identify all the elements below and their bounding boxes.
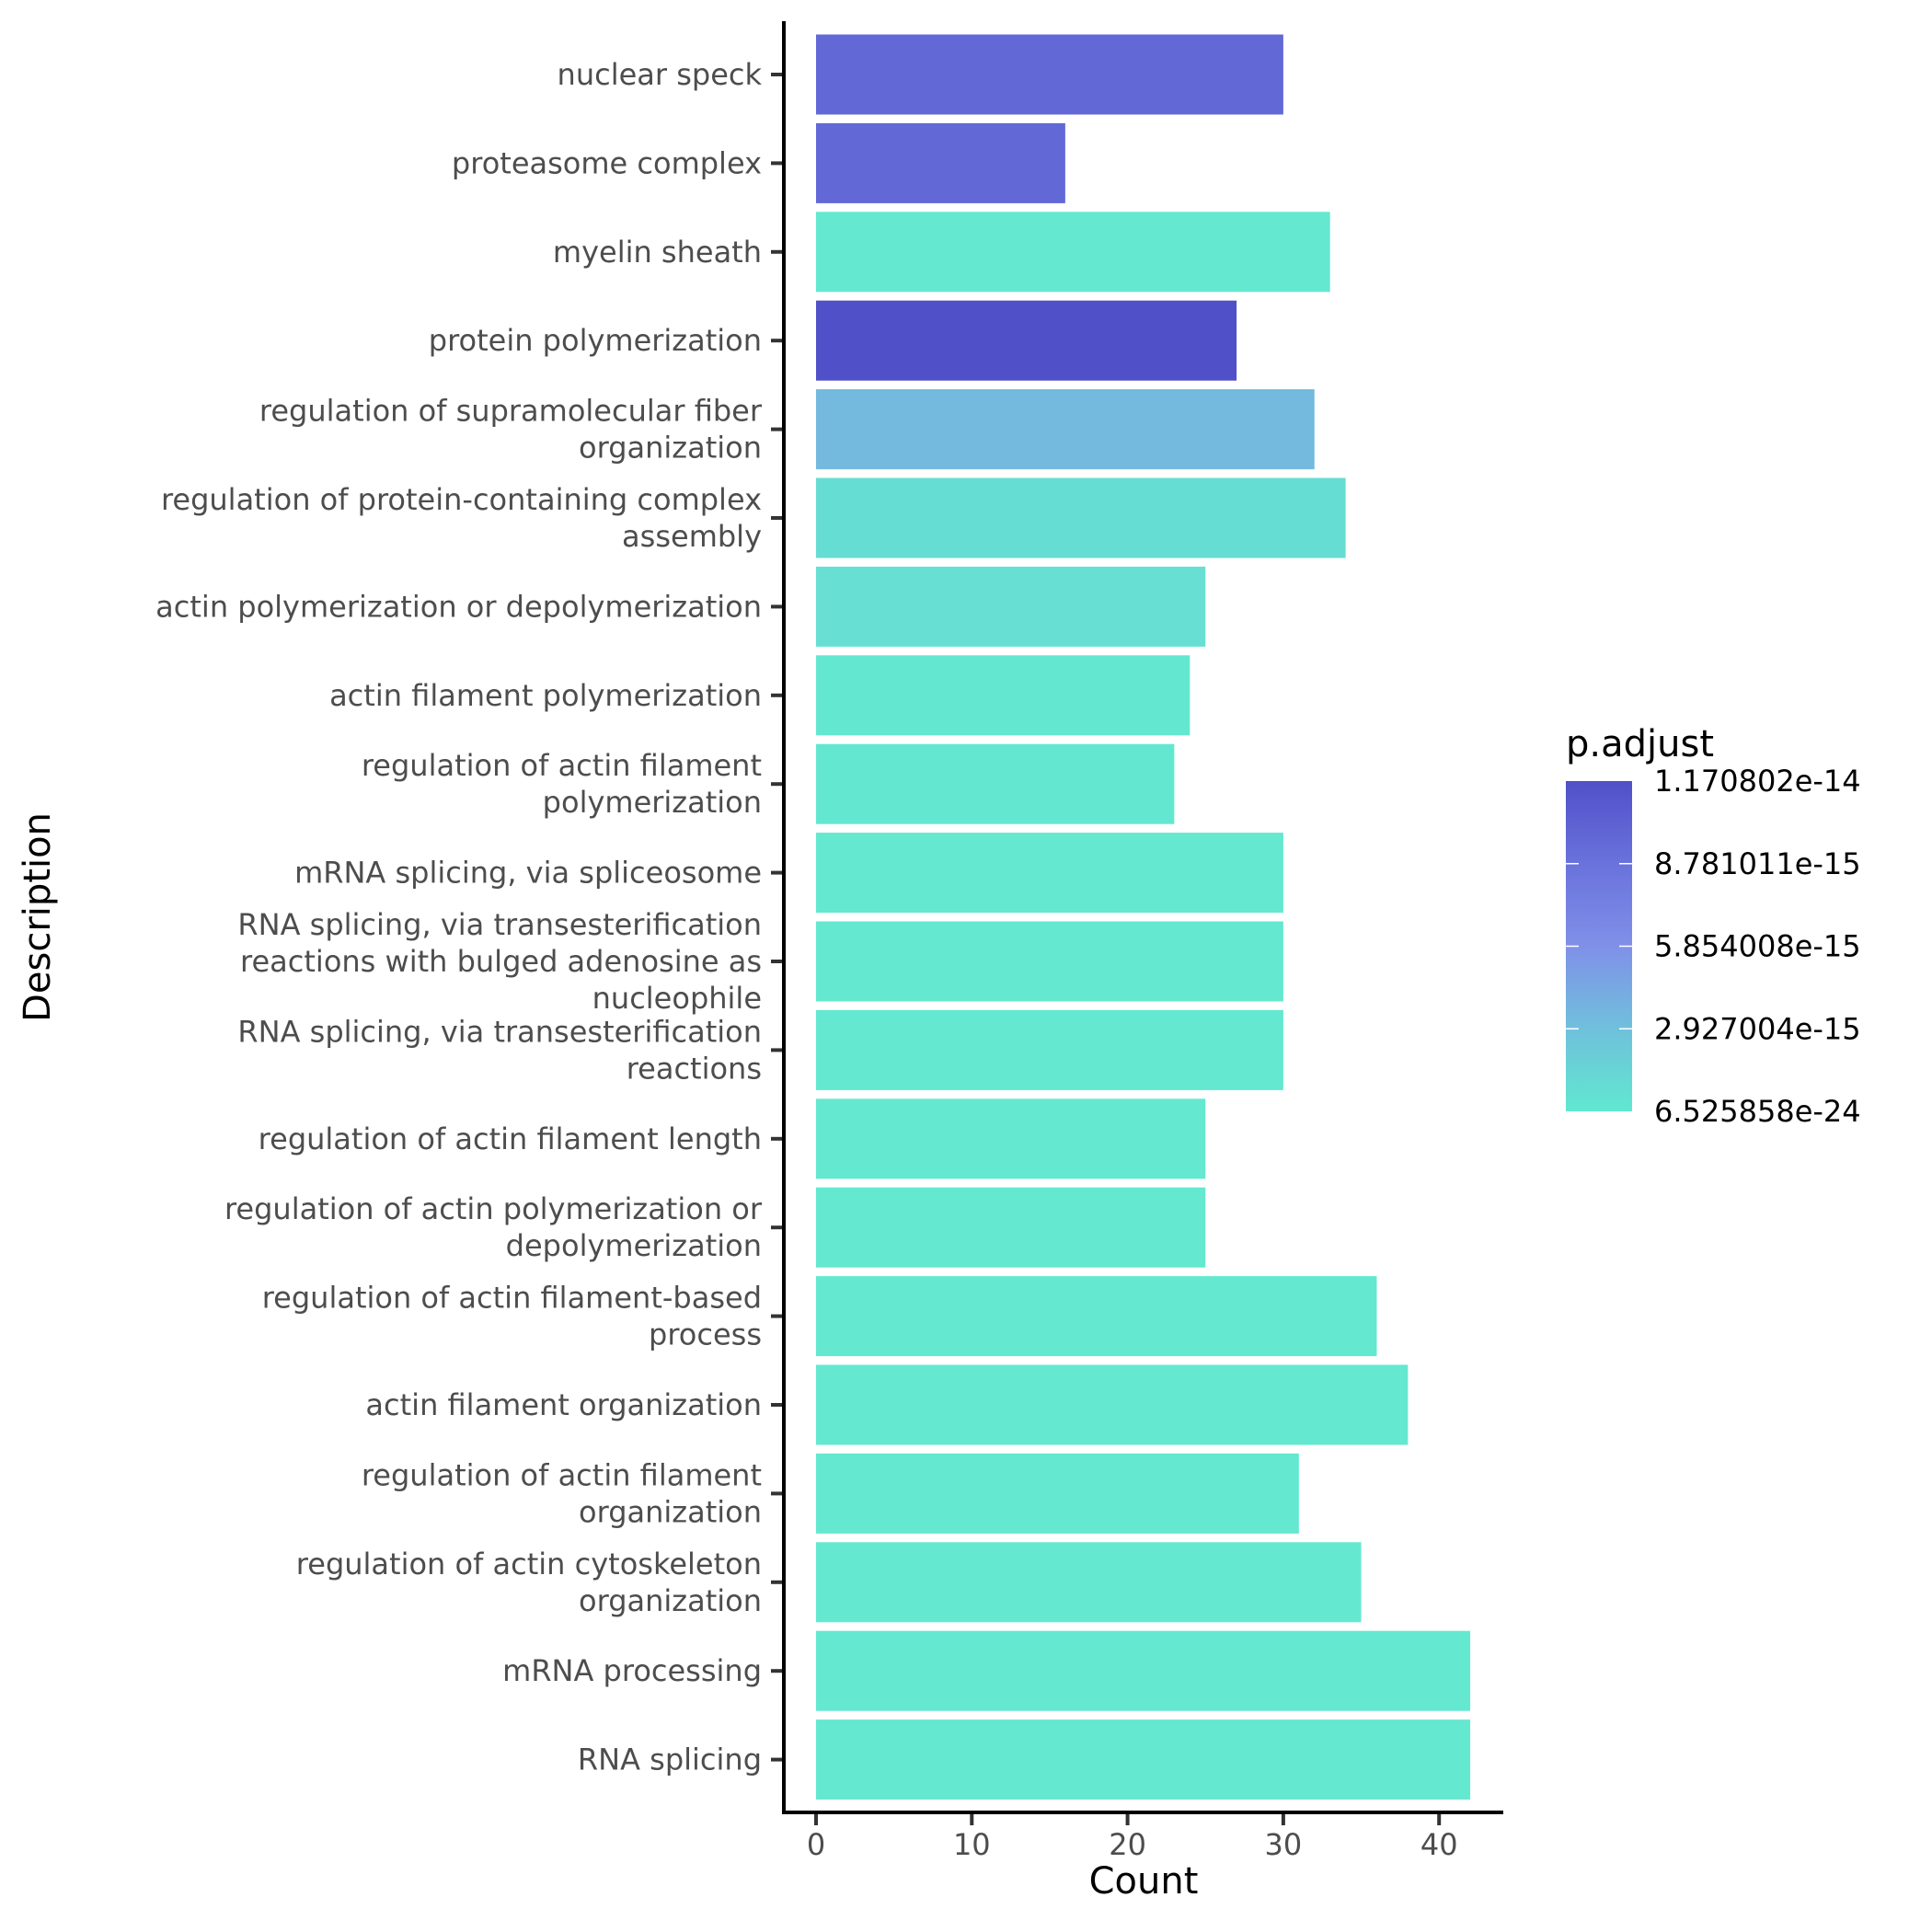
bar	[816, 566, 1206, 647]
y-tick-label: process	[649, 1317, 762, 1352]
x-tick-label: 0	[807, 1827, 825, 1862]
legend-label: 5.854008e-15	[1654, 929, 1861, 964]
bar	[816, 34, 1283, 115]
y-tick-label: regulation of actin filament	[362, 748, 762, 783]
y-axis-title: Description	[17, 812, 59, 1022]
x-axis-title: Count	[1089, 1860, 1199, 1903]
y-tick-label: regulation of actin filament-based	[262, 1281, 762, 1316]
y-tick-label: RNA splicing	[578, 1742, 762, 1777]
y-tick-label: reactions	[627, 1051, 762, 1086]
y-tick-label: organization	[579, 1494, 762, 1529]
bar	[816, 212, 1330, 293]
legend-label: 2.927004e-15	[1654, 1011, 1861, 1046]
bar	[816, 921, 1283, 1002]
y-tick-label: regulation of actin cytoskeleton	[296, 1547, 762, 1581]
x-tick-label: 20	[1109, 1827, 1146, 1862]
y-tick-label: nuclear speck	[558, 57, 763, 92]
y-tick-label: regulation of actin polymerization or	[224, 1191, 763, 1226]
y-tick-labels: nuclear speck proteasome complex myelin sh…	[155, 57, 784, 1777]
bar	[816, 1630, 1471, 1711]
bar	[816, 833, 1283, 914]
x-tick-label: 40	[1420, 1827, 1458, 1862]
y-tick-label: polymerization	[543, 785, 762, 820]
bar	[816, 1719, 1471, 1800]
y-tick-label: depolymerization	[506, 1228, 762, 1263]
bar	[816, 122, 1065, 203]
y-tick-label: assembly	[622, 519, 762, 554]
y-tick-label: actin polymerization or depolymerization	[155, 589, 762, 624]
legend-label: 1.170802e-14	[1654, 764, 1861, 799]
bar	[816, 655, 1190, 736]
x-ticks: 0 10 20 30 40	[807, 1812, 1458, 1862]
legend-label: 6.525858e-24	[1654, 1094, 1861, 1129]
bar	[816, 1098, 1206, 1179]
bar	[816, 389, 1315, 470]
y-tick-label: myelin sheath	[553, 235, 762, 270]
legend-label: 8.781011e-15	[1654, 846, 1861, 881]
y-tick-label: reactions with bulged adenosine as	[240, 944, 762, 979]
bar	[816, 1276, 1377, 1357]
y-tick-label: nucleophile	[592, 981, 762, 1016]
y-tick-label: actin filament organization	[365, 1387, 762, 1422]
x-tick-label: 10	[953, 1827, 991, 1862]
y-tick-label: protein polymerization	[429, 323, 762, 358]
y-tick-label: proteasome complex	[452, 145, 762, 180]
y-tick-label: RNA splicing, via transesterification	[237, 1014, 762, 1049]
bars-group	[816, 34, 1471, 1800]
y-tick-label: organization	[579, 1583, 762, 1618]
legend-title: p.adjust	[1566, 723, 1714, 765]
bar	[816, 1453, 1299, 1534]
y-tick-label: regulation of actin filament length	[259, 1121, 762, 1156]
y-tick-label: RNA splicing, via transesterification	[237, 907, 762, 942]
y-tick-label: actin filament polymerization	[329, 678, 762, 713]
bar	[816, 477, 1346, 558]
bar	[816, 1542, 1362, 1623]
color-legend: p.adjust 1.170802e-14 8.781011e-15 5.85400…	[1566, 723, 1861, 1129]
y-tick-label: mRNA processing	[502, 1653, 762, 1688]
y-tick-label: mRNA splicing, via spliceosome	[294, 856, 762, 891]
y-tick-label: regulation of supramolecular fiber	[259, 394, 763, 429]
y-tick-label: regulation of protein-containing complex	[161, 482, 762, 517]
bar	[816, 1364, 1409, 1445]
bar	[816, 1187, 1206, 1268]
y-tick-label: organization	[579, 431, 762, 466]
bar	[816, 743, 1175, 824]
bar	[816, 1009, 1283, 1090]
x-tick-label: 30	[1265, 1827, 1303, 1862]
bar	[816, 300, 1237, 381]
y-tick-label: regulation of actin filament	[362, 1457, 762, 1492]
